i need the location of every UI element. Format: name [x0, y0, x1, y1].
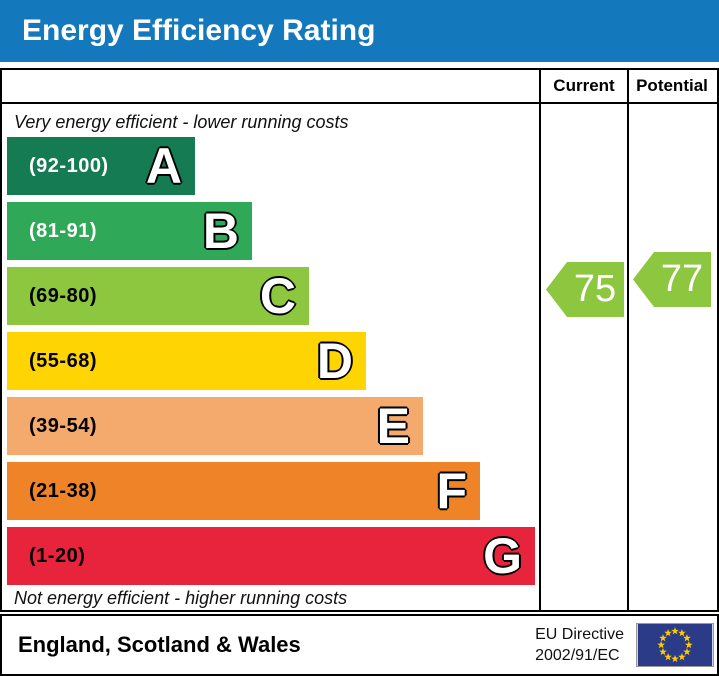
band-row-e: (39-54) E	[7, 397, 423, 455]
band-letter: F	[436, 463, 467, 519]
current-rating-value: 75	[573, 268, 617, 310]
header-spacer	[2, 70, 539, 102]
band-range: (1-20)	[29, 545, 86, 567]
top-note: Very energy efficient - lower running co…	[14, 112, 349, 132]
footer-region-label: England, Scotland & Wales	[18, 632, 301, 657]
band-row-f: (21-38) F	[7, 462, 480, 520]
band-row-a: (92-100) A	[7, 137, 195, 195]
page-title: Energy Efficiency Rating	[22, 14, 376, 47]
band-letter: D	[316, 333, 353, 389]
band-letter: C	[259, 268, 296, 324]
rating-table: Current Potential Very energy efficient …	[0, 68, 719, 612]
band-range: (39-54)	[29, 415, 97, 437]
potential-rating-arrow: 77	[633, 252, 711, 307]
table-header-row: Current Potential	[2, 70, 717, 104]
band-row-g: (1-20) G	[7, 527, 535, 585]
band-range: (55-68)	[29, 350, 97, 372]
current-rating-arrow: 75	[546, 262, 624, 317]
band-row-d: (55-68) D	[7, 332, 366, 390]
rating-bands: (92-100) A (81-91) B (69-80) C (55-68) D	[7, 137, 539, 592]
eu-directive-label: EU Directive 2002/91/EC	[535, 626, 624, 664]
footer-bar: England, Scotland & Wales EU Directive 2…	[0, 614, 719, 676]
band-letter: G	[483, 528, 522, 584]
current-column-header: Current	[539, 70, 627, 102]
band-letter: E	[376, 398, 410, 454]
band-letter: B	[202, 203, 239, 259]
eu-flag-icon	[636, 623, 714, 667]
band-row-c: (69-80) C	[7, 267, 309, 325]
potential-rating-value: 77	[660, 258, 704, 300]
band-range: (69-80)	[29, 285, 97, 307]
table-body-row: Very energy efficient - lower running co…	[2, 104, 717, 610]
bands-cell: Very energy efficient - lower running co…	[2, 104, 539, 610]
band-range: (92-100)	[29, 155, 109, 177]
band-letter: A	[145, 138, 182, 194]
potential-column-header: Potential	[627, 70, 715, 102]
potential-rating-cell: 77	[627, 104, 715, 610]
band-range: (21-38)	[29, 480, 97, 502]
title-bar: Energy Efficiency Rating	[0, 0, 719, 62]
bottom-note: Not energy efficient - higher running co…	[14, 588, 348, 608]
band-range: (81-91)	[29, 220, 97, 242]
current-rating-cell: 75	[539, 104, 627, 610]
band-row-b: (81-91) B	[7, 202, 252, 260]
